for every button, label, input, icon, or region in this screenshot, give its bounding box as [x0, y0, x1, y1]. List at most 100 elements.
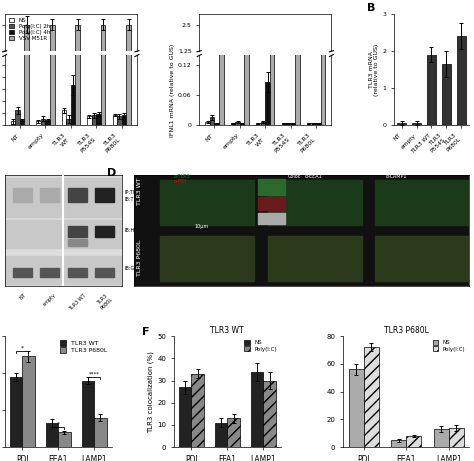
- Bar: [245, 57, 249, 78]
- Bar: [258, 179, 284, 195]
- Bar: [91, 77, 96, 78]
- Bar: [113, 77, 117, 78]
- Bar: [68, 268, 87, 277]
- Text: *: *: [21, 345, 24, 350]
- Bar: [219, 57, 224, 78]
- Bar: [251, 372, 263, 447]
- Bar: [13, 268, 32, 277]
- Bar: [349, 369, 364, 447]
- Bar: [50, 0, 55, 125]
- Y-axis label: IFNL1 mRNA (relative to GUS): IFNL1 mRNA (relative to GUS): [170, 44, 175, 137]
- Bar: [68, 239, 87, 246]
- Bar: [291, 124, 295, 125]
- Bar: [312, 124, 316, 125]
- Bar: [258, 197, 284, 211]
- Bar: [231, 124, 235, 125]
- Bar: [127, 24, 131, 78]
- Bar: [127, 0, 131, 125]
- Bar: [122, 115, 127, 125]
- Text: TLR3 P680L: TLR3 P680L: [137, 240, 142, 277]
- Bar: [68, 188, 87, 201]
- Bar: [101, 0, 105, 125]
- Title: TLR3 P680L: TLR3 P680L: [383, 326, 428, 335]
- Bar: [87, 77, 91, 78]
- Bar: [191, 374, 204, 447]
- Text: NT: NT: [18, 293, 27, 301]
- Bar: [449, 428, 464, 447]
- Text: TLR3
P680L: TLR3 P680L: [95, 293, 114, 311]
- Bar: [25, 0, 29, 125]
- Bar: [20, 120, 25, 125]
- Bar: [214, 124, 219, 125]
- Bar: [71, 74, 75, 78]
- Bar: [95, 268, 114, 277]
- Y-axis label: TLR3 colocalization (%): TLR3 colocalization (%): [148, 351, 155, 432]
- Title: TLR3 WT: TLR3 WT: [210, 326, 244, 335]
- Legend: TLR3 WT, TLR3 P680L: TLR3 WT, TLR3 P680L: [58, 339, 109, 355]
- Bar: [11, 121, 15, 125]
- Legend: NS, Poly(I:C) 2h, Poly(I:C) 4h, VSV M51R: NS, Poly(I:C) 2h, Poly(I:C) 4h, VSV M51R: [8, 17, 51, 42]
- Bar: [62, 111, 66, 125]
- Bar: [5, 220, 122, 248]
- Text: IB:GAPDH: IB:GAPDH: [125, 266, 148, 271]
- Bar: [94, 418, 107, 447]
- Bar: [75, 0, 80, 125]
- Bar: [117, 117, 122, 125]
- Bar: [68, 226, 87, 237]
- Bar: [13, 188, 32, 201]
- Legend: NS, Poly(I:C): NS, Poly(I:C): [432, 339, 466, 353]
- Bar: [15, 111, 20, 125]
- Text: Coloc: Coloc: [288, 174, 301, 179]
- Bar: [5, 256, 122, 284]
- Bar: [101, 24, 105, 78]
- Legend: NS, Poly(I:C): NS, Poly(I:C): [243, 339, 278, 353]
- Bar: [96, 114, 101, 125]
- Bar: [41, 119, 46, 125]
- Text: α-PDI: α-PDI: [174, 179, 187, 184]
- Bar: [205, 123, 210, 125]
- Bar: [295, 57, 300, 78]
- Bar: [215, 423, 228, 447]
- Bar: [160, 181, 255, 225]
- Bar: [261, 123, 265, 125]
- Bar: [40, 268, 59, 277]
- Text: B: B: [367, 3, 376, 13]
- Bar: [235, 123, 240, 125]
- Bar: [270, 57, 274, 78]
- Bar: [364, 347, 379, 447]
- Bar: [210, 118, 214, 125]
- Text: TLR3 WT: TLR3 WT: [137, 178, 142, 206]
- Text: F: F: [142, 327, 149, 337]
- Bar: [457, 36, 466, 125]
- Bar: [25, 24, 29, 78]
- Bar: [160, 236, 255, 280]
- Text: TLR3 WT: TLR3 WT: [68, 293, 87, 312]
- Bar: [375, 181, 469, 225]
- Bar: [122, 77, 127, 78]
- Bar: [321, 0, 326, 125]
- Bar: [46, 120, 50, 125]
- Bar: [258, 213, 284, 224]
- Text: 10μm: 10μm: [194, 225, 208, 229]
- Bar: [87, 117, 91, 125]
- Bar: [71, 85, 75, 125]
- Bar: [434, 429, 449, 447]
- Text: IP:TLR3(N): IP:TLR3(N): [125, 190, 150, 195]
- Bar: [113, 115, 117, 125]
- Bar: [41, 77, 46, 78]
- Bar: [270, 0, 274, 125]
- Bar: [316, 124, 321, 125]
- Bar: [268, 181, 362, 225]
- Bar: [295, 0, 300, 125]
- Text: α-EEA1: α-EEA1: [305, 174, 322, 179]
- Bar: [22, 356, 35, 447]
- Y-axis label: TLR3 mRNA
(relative to GUS): TLR3 mRNA (relative to GUS): [368, 43, 379, 95]
- Bar: [397, 123, 406, 125]
- Bar: [5, 178, 122, 217]
- Bar: [245, 0, 249, 125]
- Bar: [321, 57, 326, 78]
- Bar: [442, 64, 451, 125]
- Bar: [375, 236, 469, 280]
- Bar: [307, 124, 312, 125]
- Bar: [36, 121, 41, 125]
